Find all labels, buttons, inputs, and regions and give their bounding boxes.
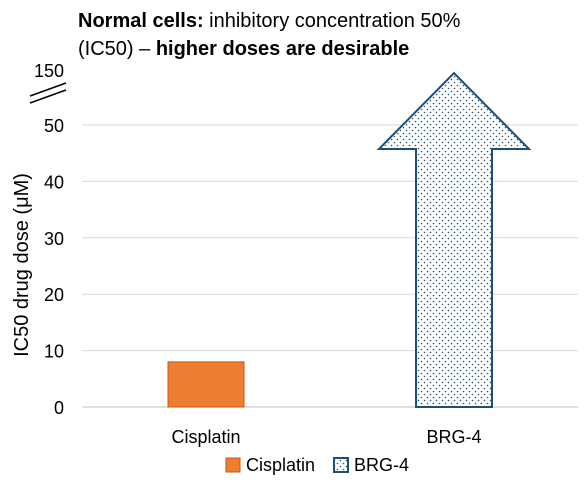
y-tick-label: 40 [44, 172, 64, 192]
axis-break-mark [29, 89, 67, 104]
legend-label: BRG-4 [354, 455, 409, 475]
gridlines [82, 124, 578, 408]
y-tick-label: 20 [44, 285, 64, 305]
y-axis-tick-labels: 0 10 20 30 40 50 [44, 116, 64, 418]
title-line-1: Normal cells: inhibitory concentration 5… [78, 10, 461, 32]
legend-swatch [333, 457, 349, 473]
y-tick-label: 10 [44, 342, 64, 362]
y-tick-label-break: 150 [34, 61, 64, 81]
y-tick-label: 0 [54, 398, 64, 418]
title-line-2: (IC50) – higher doses are desirable [78, 38, 410, 60]
bars [167, 71, 532, 408]
x-tick-label: BRG-4 [426, 427, 481, 447]
legend: Cisplatin BRG-4 [225, 455, 409, 475]
x-tick-label: Cisplatin [171, 427, 240, 447]
y-tick-label: 50 [44, 116, 64, 136]
y-axis-label: IC50 drug dose (μM) [11, 173, 33, 357]
y-axis-break: 150 [29, 61, 67, 104]
bar-arrow-brg-4 [376, 71, 532, 408]
legend-label: Cisplatin [246, 455, 315, 475]
x-axis-tick-labels: Cisplatin BRG-4 [171, 427, 481, 447]
legend-swatch [225, 457, 241, 473]
y-tick-label: 30 [44, 229, 64, 249]
chart-title: Normal cells: inhibitory concentration 5… [78, 7, 460, 63]
axis-break-mark [29, 82, 67, 97]
bar-cisplatin [167, 361, 245, 408]
